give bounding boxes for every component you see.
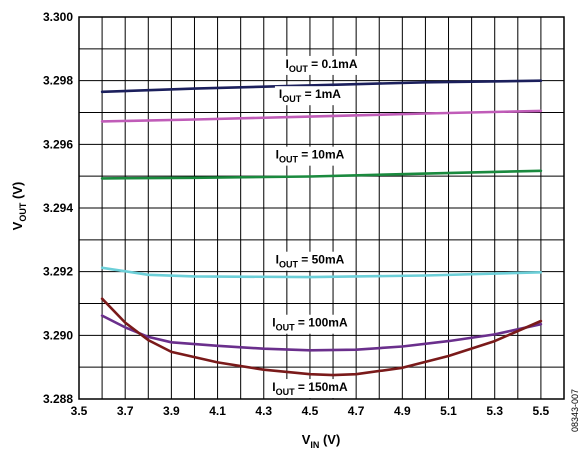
- series-label-sub: OUT: [276, 387, 296, 397]
- series-label-rest: = 50mA: [298, 253, 345, 267]
- x-tick-label: 4.5: [302, 404, 319, 418]
- series-label-rest: = 0.1mA: [308, 57, 358, 71]
- plot-frame: [78, 16, 565, 400]
- series-label-background: [268, 379, 352, 399]
- series-label: IOUT = 100mA: [272, 316, 348, 333]
- series-label-sub: OUT: [282, 94, 302, 104]
- series-label-background: [281, 55, 362, 75]
- series-label-sub: OUT: [279, 260, 299, 270]
- x-tick-label: 3.7: [117, 404, 134, 418]
- y-tick-label: 3.298: [43, 74, 73, 88]
- y-tick-labels: 3.288 3.290 3.292 3.294 3.296 3.298 3.300: [43, 10, 73, 406]
- series-line: [100, 169, 543, 180]
- y-tick-label: 3.294: [43, 201, 73, 215]
- series-label: IOUT = 150mA: [272, 380, 348, 397]
- x-tick-label: 4.7: [348, 404, 365, 418]
- y-tick-label: 3.290: [43, 328, 73, 342]
- series-label-main: I: [279, 87, 282, 101]
- series-label-sub: OUT: [279, 155, 299, 165]
- series-label: IOUT = 1mA: [279, 87, 341, 104]
- series-label-sub: OUT: [276, 323, 296, 333]
- series-label-background: [268, 314, 352, 334]
- x-tick-label: 3.5: [71, 404, 88, 418]
- series-label-rest: = 150mA: [295, 380, 348, 394]
- series-line: [100, 314, 543, 352]
- series-label-rest: = 1mA: [301, 87, 341, 101]
- y-axis-title: VOUT (V): [10, 182, 28, 231]
- x-tick-label: 4.9: [394, 404, 411, 418]
- x-tick-label: 5.3: [486, 404, 503, 418]
- x-axis-title-sub: IN: [310, 440, 319, 450]
- x-axis-title-main: V: [302, 432, 311, 447]
- x-axis-title: VIN (V): [302, 432, 341, 450]
- x-tick-label: 4.1: [209, 404, 226, 418]
- series-label: IOUT = 0.1mA: [285, 57, 357, 74]
- series-label-rest: = 100mA: [295, 316, 348, 330]
- figure-id-annotation: 08343-007: [570, 389, 580, 432]
- series-label-sub: OUT: [289, 64, 309, 74]
- y-tick-label: 3.296: [43, 137, 73, 151]
- series-label-background: [271, 146, 349, 166]
- series-lines: [100, 79, 543, 377]
- y-tick-label: 3.300: [43, 10, 73, 24]
- x-axis-title-unit: (V): [319, 432, 340, 447]
- x-tick-label: 3.9: [163, 404, 180, 418]
- x-tick-labels: 3.5 3.7 3.9 4.1 4.3 4.5 4.7 4.9 5.1 5.3 5.5: [71, 404, 550, 418]
- y-tick-label: 3.292: [43, 265, 73, 279]
- y-axis-title-sub: OUT: [18, 202, 28, 222]
- y-axis-title-main: V: [10, 221, 25, 230]
- y-tick-label: 3.288: [43, 392, 73, 406]
- series-label: IOUT = 10mA: [276, 148, 345, 165]
- series-label-main: I: [276, 253, 279, 267]
- y-axis-title-unit: (V): [10, 182, 25, 203]
- series-label-main: I: [285, 57, 288, 71]
- series-label-main: I: [272, 316, 275, 330]
- series-line: [100, 297, 543, 377]
- series-line: [100, 79, 543, 94]
- series-label-background: [271, 251, 349, 271]
- x-tick-label: 5.1: [440, 404, 457, 418]
- series-label-rest: = 10mA: [298, 148, 345, 162]
- series-line: [100, 109, 543, 123]
- x-tick-label: 5.5: [533, 404, 550, 418]
- series-label-background: [274, 86, 346, 106]
- series-label-main: I: [272, 380, 275, 394]
- x-tick-label: 4.3: [255, 404, 272, 418]
- series-label: IOUT = 50mA: [276, 253, 345, 270]
- series-line: [100, 266, 543, 279]
- series-label-main: I: [276, 148, 279, 162]
